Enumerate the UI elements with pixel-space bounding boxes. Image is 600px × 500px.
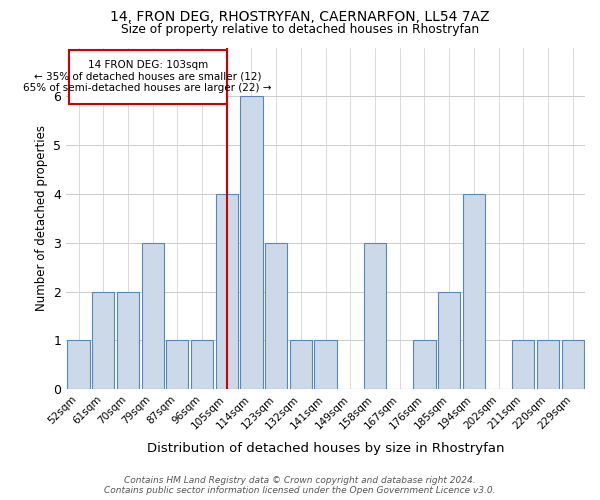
Bar bbox=[241, 96, 263, 389]
Bar bbox=[413, 340, 436, 389]
Text: 14 FRON DEG: 103sqm
← 35% of detached houses are smaller (12)
65% of semi-detach: 14 FRON DEG: 103sqm ← 35% of detached ho… bbox=[23, 60, 272, 94]
Bar bbox=[438, 292, 460, 389]
X-axis label: Distribution of detached houses by size in Rhostryfan: Distribution of detached houses by size … bbox=[147, 442, 505, 455]
Bar bbox=[562, 340, 584, 389]
FancyBboxPatch shape bbox=[68, 50, 227, 104]
Bar bbox=[67, 340, 89, 389]
Bar bbox=[463, 194, 485, 389]
Bar bbox=[117, 292, 139, 389]
Bar bbox=[537, 340, 559, 389]
Bar bbox=[265, 242, 287, 389]
Text: Size of property relative to detached houses in Rhostryfan: Size of property relative to detached ho… bbox=[121, 22, 479, 36]
Bar bbox=[364, 242, 386, 389]
Bar bbox=[92, 292, 115, 389]
Bar bbox=[290, 340, 312, 389]
Bar bbox=[142, 242, 164, 389]
Text: Contains HM Land Registry data © Crown copyright and database right 2024.
Contai: Contains HM Land Registry data © Crown c… bbox=[104, 476, 496, 495]
Bar bbox=[215, 194, 238, 389]
Y-axis label: Number of detached properties: Number of detached properties bbox=[35, 126, 48, 312]
Bar bbox=[512, 340, 535, 389]
Bar bbox=[314, 340, 337, 389]
Text: 14, FRON DEG, RHOSTRYFAN, CAERNARFON, LL54 7AZ: 14, FRON DEG, RHOSTRYFAN, CAERNARFON, LL… bbox=[110, 10, 490, 24]
Bar bbox=[191, 340, 213, 389]
Bar bbox=[166, 340, 188, 389]
